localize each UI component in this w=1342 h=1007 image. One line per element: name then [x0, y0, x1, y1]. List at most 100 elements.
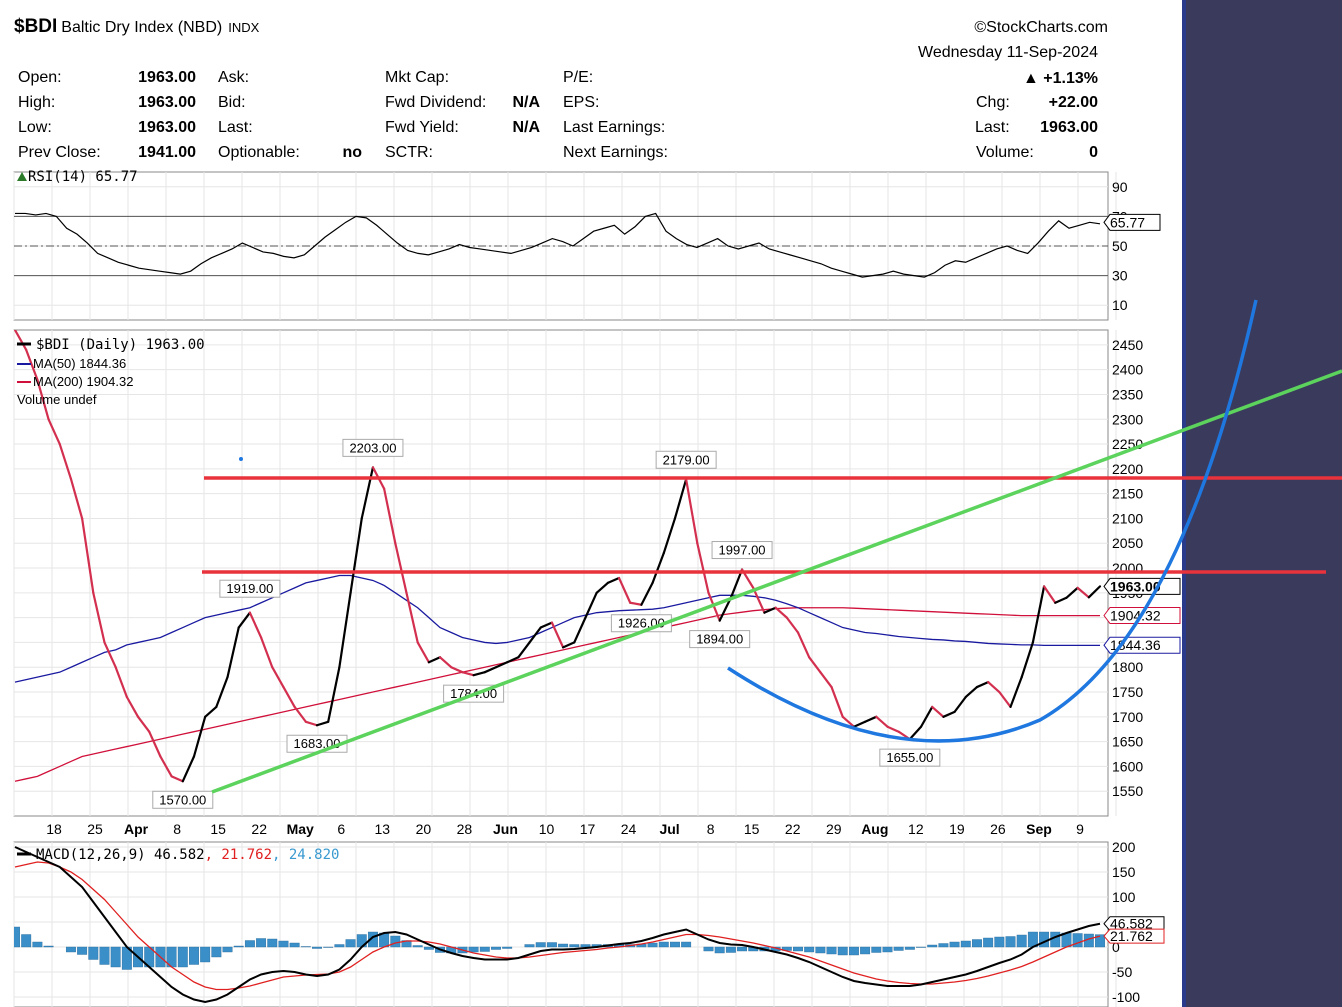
price-segment [785, 616, 800, 634]
macd-hist-bar [334, 944, 345, 948]
price-segment [998, 690, 1012, 708]
macd-hist-bar [77, 946, 88, 955]
macd-hist-bar [43, 945, 54, 948]
field-label: Bid: [218, 94, 246, 111]
price-segment [696, 542, 710, 594]
price-segment [606, 576, 621, 585]
rsi-ytick: 90 [1112, 179, 1128, 195]
macd-hist-bar [367, 931, 378, 948]
macd-line [14, 846, 1101, 1004]
price-segment [752, 586, 766, 614]
macd-hist-bar [189, 946, 199, 965]
dot-marker [239, 457, 243, 461]
macd-hist-bar [669, 941, 680, 948]
x-tick-label: 8 [173, 821, 181, 837]
price-segment [81, 517, 95, 594]
macd-hist-bar [278, 940, 289, 948]
price-segment [819, 671, 833, 689]
macd-hist-bar [804, 946, 815, 953]
price-segment [595, 581, 609, 594]
price-segment [148, 730, 162, 758]
macd-hist-bar [569, 944, 580, 948]
price-segment [539, 621, 554, 629]
field-value: +22.00 [1049, 94, 1098, 111]
field-label: EPS: [563, 94, 599, 111]
price-segment [383, 487, 397, 545]
price-segment [416, 641, 430, 664]
macd-hist-bar [502, 946, 513, 949]
macd-hist-bar [312, 946, 322, 949]
price-annotation: 1894.00 [696, 632, 743, 647]
price-segment [841, 715, 856, 728]
x-tick-label: 20 [416, 821, 432, 837]
field-label: Ask: [218, 69, 249, 86]
macd-hist-bar [658, 941, 669, 948]
x-tick-label: 12 [908, 821, 924, 837]
x-tick-label: 29 [826, 821, 842, 837]
macd-hist-bar [681, 941, 692, 948]
macd-hist-bar [468, 946, 479, 953]
macd-hist-bar [256, 938, 267, 948]
macd-hist-bar [110, 946, 121, 968]
price-annotation: 1655.00 [886, 750, 933, 765]
price-annotation: 1926.00 [618, 616, 665, 631]
macd-hist-bar [345, 939, 356, 948]
macd-hist-bar [949, 941, 960, 948]
price-segment [360, 466, 375, 520]
field-value: 0 [1089, 144, 1098, 161]
x-tick-label: May [287, 821, 314, 837]
price-segment [483, 666, 498, 674]
field-label: Open: [18, 69, 62, 86]
price-segment [718, 596, 732, 622]
macd-hist-bar [837, 946, 848, 956]
price-segment [215, 676, 229, 708]
price-segment [953, 695, 967, 713]
price-segment [528, 626, 542, 644]
macd-ytick: 200 [1112, 839, 1136, 855]
annotation-overlay [202, 299, 1342, 794]
price-segment [774, 606, 788, 619]
price-segment [1054, 596, 1068, 604]
price-segment [14, 330, 28, 351]
price-segment [808, 656, 822, 674]
rsi-ytick: 50 [1112, 238, 1128, 254]
macd-hist-bar [815, 946, 826, 954]
price-segment [651, 552, 665, 585]
macd-hist-bar [177, 946, 188, 968]
price-segment [763, 606, 777, 614]
price-segment [438, 656, 453, 669]
price-segment [226, 626, 240, 679]
macd-hist-bar [983, 937, 994, 948]
macd-hist-bar [211, 946, 222, 958]
field-label: Mkt Cap: [385, 69, 449, 86]
macd-hist-bar [1016, 934, 1027, 948]
price-segment [964, 685, 979, 699]
macd-hist-bar [725, 946, 736, 953]
macd-hist-bar [14, 926, 20, 948]
rsi-ytick: 30 [1112, 268, 1128, 284]
x-tick-label: Jun [493, 821, 518, 837]
macd-hist-bar [300, 946, 311, 948]
price-segment [159, 755, 173, 778]
x-tick-label: Jul [659, 821, 679, 837]
field-label: Volume: [976, 144, 1034, 161]
price-annotation: 2203.00 [349, 440, 396, 455]
x-tick-label: Sep [1026, 821, 1052, 837]
price-segment [908, 725, 923, 741]
field-label: Last Earnings: [563, 119, 665, 136]
field-label: SCTR: [385, 144, 433, 161]
price-segment [573, 616, 587, 644]
price-segment [192, 715, 207, 758]
field-label: Fwd Yield: [385, 119, 459, 136]
price-segment [427, 656, 442, 664]
macd-hist-bar [88, 946, 99, 960]
price-segment [248, 611, 263, 639]
rsi-series [15, 212, 1101, 278]
legend-price: $BDI (Daily) 1963.00 [36, 337, 205, 353]
macd-ytick: -100 [1112, 989, 1140, 1005]
ma50-series [14, 574, 1100, 683]
macd-hist-bar [423, 946, 434, 950]
field-value: 1963.00 [138, 119, 196, 136]
price-segment [170, 775, 184, 783]
